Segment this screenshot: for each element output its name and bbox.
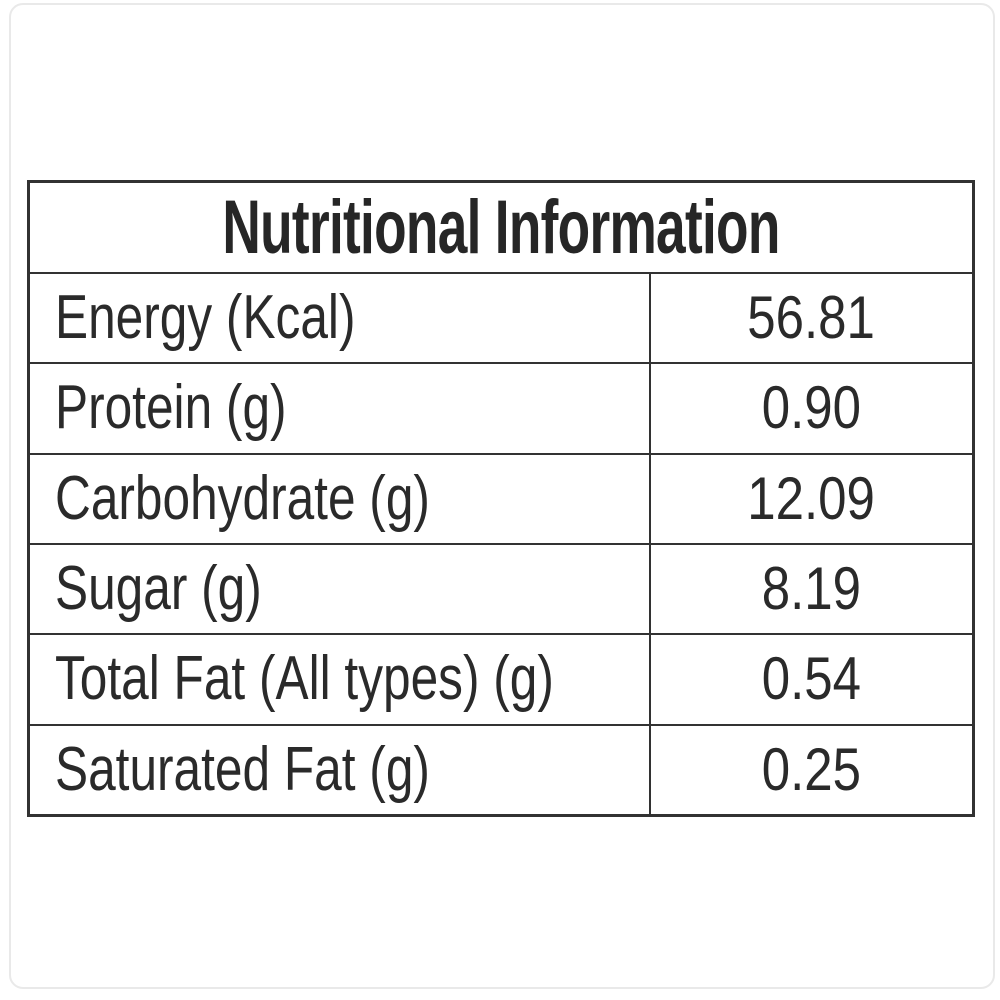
row-label: Energy (Kcal) xyxy=(55,283,356,353)
table-row-saturated-fat: Saturated Fat (g) 0.25 xyxy=(30,723,972,814)
row-value: 8.19 xyxy=(761,555,862,623)
row-value-cell: 0.25 xyxy=(649,725,972,814)
row-label-cell: Saturated Fat (g) xyxy=(30,726,649,814)
row-label: Carbohydrate (g) xyxy=(55,463,430,533)
row-value: 12.09 xyxy=(747,464,876,532)
row-label-cell: Sugar (g) xyxy=(30,545,649,633)
row-value: 0.25 xyxy=(761,735,862,803)
row-value: 0.54 xyxy=(761,645,862,713)
row-value-cell: 56.81 xyxy=(649,274,972,363)
row-label-cell: Carbohydrate (g) xyxy=(30,455,649,543)
row-value: 56.81 xyxy=(747,284,876,352)
row-value-cell: 0.90 xyxy=(649,364,972,453)
row-label-cell: Energy (Kcal) xyxy=(30,274,649,362)
row-label: Protein (g) xyxy=(55,373,287,443)
row-value-cell: 12.09 xyxy=(649,454,972,543)
row-label-cell: Protein (g) xyxy=(30,364,649,452)
row-value-cell: 0.54 xyxy=(649,635,972,724)
nutrition-table: Nutritional Information Energy (Kcal) 56… xyxy=(27,180,975,817)
row-label-cell: Total Fat (All types) (g) xyxy=(30,635,649,723)
row-value-cell: 8.19 xyxy=(649,545,972,634)
table-row-carbohydrate: Carbohydrate (g) 12.09 xyxy=(30,452,972,543)
row-label: Sugar (g) xyxy=(55,554,262,624)
row-value: 0.90 xyxy=(761,374,862,442)
table-row-energy: Energy (Kcal) 56.81 xyxy=(30,272,972,363)
table-title-row: Nutritional Information xyxy=(30,183,972,272)
table-row-protein: Protein (g) 0.90 xyxy=(30,362,972,453)
row-label: Total Fat (All types) (g) xyxy=(55,644,554,714)
table-title: Nutritional Information xyxy=(222,184,780,270)
table-row-total-fat: Total Fat (All types) (g) 0.54 xyxy=(30,633,972,724)
row-label: Saturated Fat (g) xyxy=(55,734,430,804)
table-row-sugar: Sugar (g) 8.19 xyxy=(30,543,972,634)
